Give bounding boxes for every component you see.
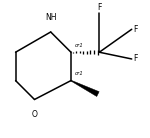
- Text: F: F: [134, 25, 138, 34]
- Text: NH: NH: [45, 13, 56, 22]
- Text: F: F: [134, 55, 138, 63]
- Text: or1: or1: [75, 43, 84, 48]
- Text: O: O: [32, 110, 37, 119]
- Polygon shape: [71, 80, 99, 96]
- Text: or1: or1: [75, 71, 84, 76]
- Text: F: F: [97, 3, 102, 12]
